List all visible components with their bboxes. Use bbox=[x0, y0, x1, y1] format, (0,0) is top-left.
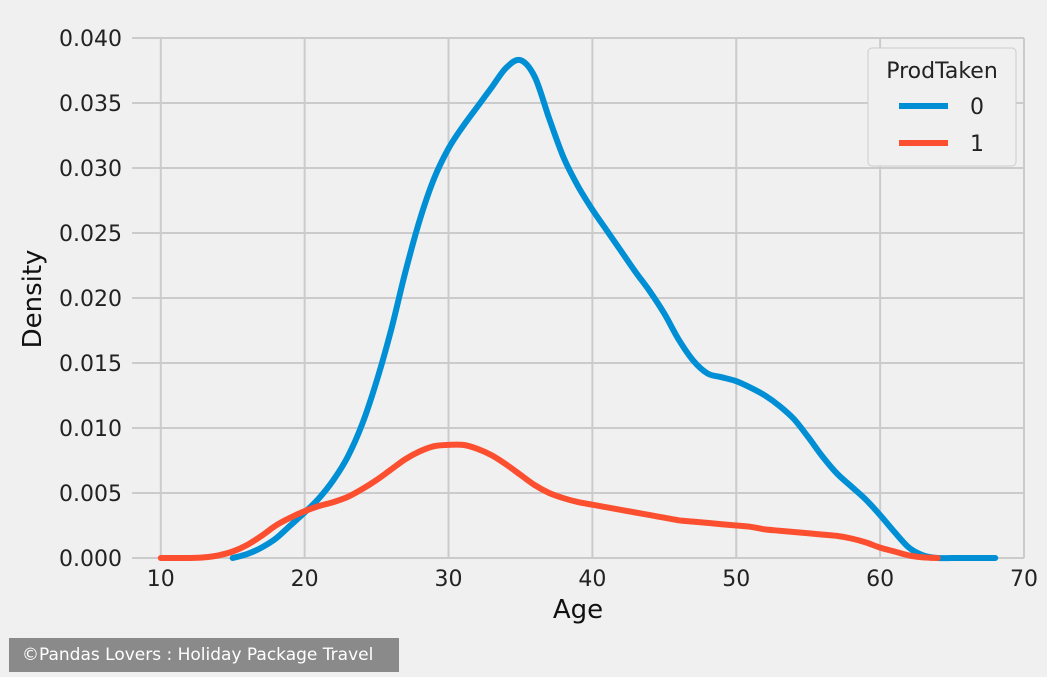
x-tick-label: 10 bbox=[147, 567, 175, 592]
x-tick-label: 50 bbox=[722, 567, 750, 592]
legend-label-1: 1 bbox=[970, 132, 984, 157]
y-tick-label: 0.015 bbox=[59, 352, 122, 377]
x-tick-label: 40 bbox=[578, 567, 606, 592]
y-tick-label: 0.000 bbox=[59, 547, 122, 572]
legend: ProdTaken 0 1 bbox=[867, 47, 1017, 167]
x-tick-label: 20 bbox=[291, 567, 319, 592]
x-tick-label: 70 bbox=[1010, 567, 1038, 592]
y-tick-label: 0.005 bbox=[59, 482, 122, 507]
y-tick-label: 0.035 bbox=[59, 92, 122, 117]
y-tick-label: 0.010 bbox=[59, 417, 122, 442]
x-tick-label: 30 bbox=[435, 567, 463, 592]
watermark-label: ©Pandas Lovers : Holiday Package Travel bbox=[9, 638, 399, 672]
series-line-0 bbox=[229, 56, 999, 562]
y-axis-label: Density bbox=[18, 250, 48, 349]
y-tick-label: 0.025 bbox=[59, 222, 122, 247]
series-line-1 bbox=[157, 441, 941, 562]
y-tick-label: 0.030 bbox=[59, 157, 122, 182]
legend-label-0: 0 bbox=[970, 95, 984, 120]
legend-title: ProdTaken bbox=[886, 59, 998, 84]
series-lines bbox=[157, 56, 999, 562]
y-tick-label: 0.020 bbox=[59, 287, 122, 312]
x-tick-label: 60 bbox=[866, 567, 894, 592]
x-axis-label: Age bbox=[553, 595, 603, 625]
y-tick-label: 0.040 bbox=[59, 27, 122, 52]
tick-labels: 10 20 30 40 50 60 700.0000.0050.0100.0150.0200… bbox=[59, 27, 1038, 592]
